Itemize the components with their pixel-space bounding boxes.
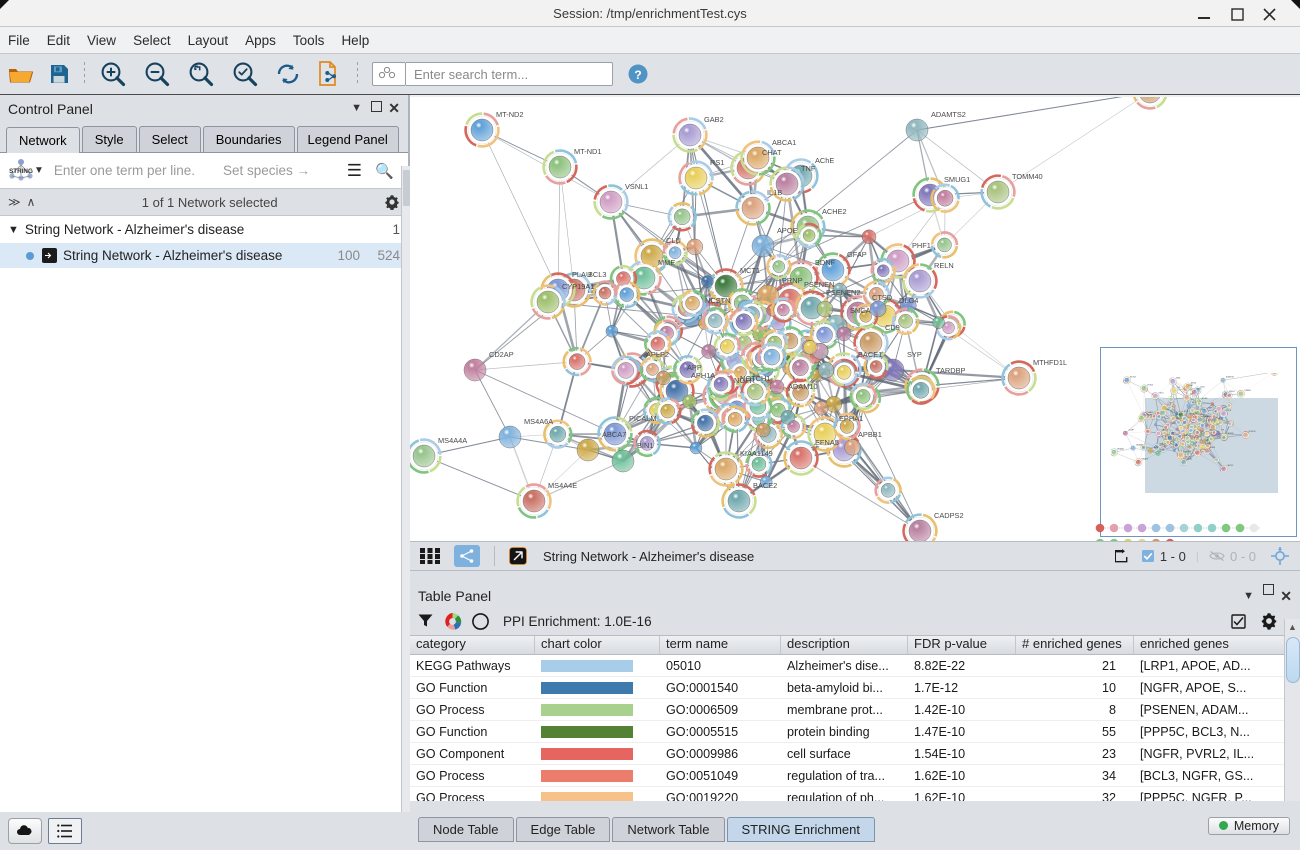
svg-text:MCT1: MCT1 (740, 266, 760, 275)
svg-text:ABCA7: ABCA7 (602, 430, 626, 439)
svg-text:NOTCH1: NOTCH1 (740, 374, 770, 383)
svg-text:ADAMTS2: ADAMTS2 (931, 110, 966, 119)
svg-text:APH1A: APH1A (691, 371, 715, 380)
svg-text:SYP: SYP (907, 350, 922, 359)
svg-text:BIN1: BIN1 (637, 441, 653, 450)
svg-text:BDNF: BDNF (815, 258, 836, 267)
svg-text:CD2AP: CD2AP (489, 350, 514, 359)
svg-text:PLAU: PLAU (572, 270, 591, 279)
svg-text:KIAA1149: KIAA1149 (740, 449, 773, 458)
svg-text:PRNP: PRNP (782, 276, 803, 285)
svg-text:?: ? (634, 68, 641, 82)
svg-text:CD9: CD9 (885, 323, 900, 332)
svg-text:CHAT: CHAT (762, 148, 782, 157)
svg-text:CYP19A1: CYP19A1 (562, 282, 594, 291)
svg-text:PICALM: PICALM (629, 414, 657, 423)
svg-text:GAB2: GAB2 (704, 115, 724, 124)
svg-text:MTHFD1L: MTHFD1L (1033, 358, 1067, 367)
svg-text:MS4A4E: MS4A4E (548, 481, 577, 490)
svg-text:TOMM40: TOMM40 (1012, 172, 1043, 181)
svg-text:ACHE2: ACHE2 (822, 207, 847, 216)
svg-text:PHF1: PHF1 (912, 241, 931, 250)
svg-text:SMUG1: SMUG1 (944, 175, 970, 184)
svg-text:CLU: CLU (666, 236, 681, 245)
svg-text:SNCA: SNCA (850, 306, 871, 315)
svg-text:ADAM10: ADAM10 (788, 382, 818, 391)
svg-text:▼: ▼ (397, 70, 398, 79)
svg-text:APBB1: APBB1 (858, 430, 882, 439)
svg-text:NCSTN: NCSTN (705, 296, 730, 305)
svg-text:ABCA1: ABCA1 (772, 138, 796, 147)
svg-text:MT-ND1: MT-ND1 (574, 147, 602, 156)
svg-text:AChE: AChE (815, 156, 834, 165)
svg-text:CADPS2: CADPS2 (934, 511, 964, 520)
svg-text:EFNA5: EFNA5 (815, 438, 839, 447)
svg-text:VSNL1: VSNL1 (625, 182, 648, 191)
svg-text:APLP2: APLP2 (646, 350, 669, 359)
svg-text:MT-ND2: MT-ND2 (496, 110, 524, 119)
svg-text:TARDBP: TARDBP (936, 366, 965, 375)
svg-text:RS1: RS1 (710, 158, 724, 167)
svg-text:MME: MME (658, 258, 675, 267)
svg-text:EPHA1: EPHA1 (839, 414, 863, 423)
svg-text:BACE1: BACE1 (858, 350, 882, 359)
svg-text:GFAP: GFAP (847, 250, 867, 259)
svg-text:PSENEN2: PSENEN2 (826, 288, 861, 297)
svg-text:CTSD: CTSD (872, 293, 892, 302)
svg-text:MS4A6A: MS4A6A (524, 417, 553, 426)
svg-text:RELN: RELN (934, 261, 954, 270)
svg-text:STRING: STRING (9, 168, 33, 175)
svg-text:TNF: TNF (801, 164, 816, 173)
svg-text:APOE: APOE (777, 226, 798, 235)
svg-text:MS4A4A: MS4A4A (438, 436, 467, 445)
svg-text:DLG4: DLG4 (899, 296, 918, 305)
svg-text:IL1B: IL1B (767, 188, 782, 197)
svg-text:BACE2: BACE2 (753, 481, 777, 490)
